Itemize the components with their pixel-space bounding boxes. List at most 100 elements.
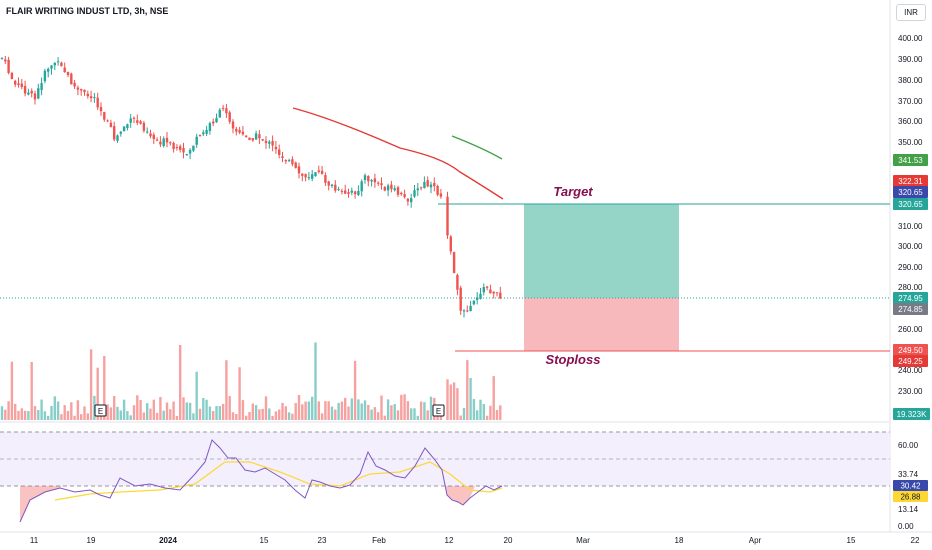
volume-bar [27,411,30,420]
candle-body [485,286,489,288]
candle-body [99,106,103,112]
volume-bar [172,401,175,420]
candle-body [330,184,334,187]
time-tick: Feb [372,536,386,545]
volume-bar [340,401,344,420]
volume-bar [426,410,429,420]
candle-body [499,292,502,299]
volume-bar [37,410,40,420]
volume-bar [344,397,347,420]
time-axis[interactable]: 11 19 2024 15 23 Feb 12 20 Mar 18 Apr 15 22 [30,536,920,545]
volume-bar [106,404,109,420]
volume-bar [327,401,330,420]
candle-body [86,93,89,97]
volume-bar [195,371,198,420]
svg-text:19.323K: 19.323K [897,410,927,419]
candle-body [462,310,466,312]
candle-body [489,289,492,294]
candle-body [403,194,406,198]
candle-body [383,187,386,191]
candle-body [238,129,241,133]
candle-body [142,122,146,131]
volume-bar [367,404,370,420]
price-axis[interactable]: 400.00 390.00 380.00 370.00 360.00 350.00 310.… [898,34,923,396]
candle-body [393,188,396,191]
candle-body [175,147,179,149]
earnings-marker-1[interactable]: E [94,404,107,417]
candle-body [89,96,93,99]
volume-bar [393,404,396,420]
candle-body [433,182,436,187]
symbol-title[interactable]: FLAIR WRITING INDUST LTD, 3h, NSE [6,6,169,16]
volume-bar [416,415,419,420]
badge-rsi: 30.42 [893,480,928,491]
volume-bar [122,399,126,420]
candle-body [274,146,278,150]
candlesticks[interactable] [0,55,502,318]
candle-body [367,176,370,182]
target-zone[interactable] [524,204,679,298]
volume-bar [287,412,291,420]
volume-bar [373,407,377,420]
volume-bar [479,399,482,420]
currency-button[interactable]: INR [896,4,926,21]
candle-body [396,187,400,195]
volume-bar [149,408,152,420]
rsi-axis[interactable]: 60.00 33.74 13.14 0.00 [898,441,919,531]
volume-bar [89,349,93,420]
stoploss-zone[interactable] [524,298,679,351]
svg-text:26.88: 26.88 [900,493,921,502]
candle-body [291,159,294,165]
volume-bar [390,405,393,420]
candle-body [215,118,218,123]
candle-body [436,185,439,195]
volume-bar [63,405,66,420]
volume-bar [103,355,106,420]
candle-body [155,139,159,141]
time-tick: 23 [318,536,327,545]
volume-bar [40,399,43,420]
candle-body [452,252,456,274]
candle-body [297,166,301,174]
price-tick: 350.00 [898,138,923,147]
volume-bar [0,406,4,420]
volume-bar [301,404,304,420]
stoploss-annotation[interactable]: Stoploss [546,352,601,367]
volume-bar [142,412,146,420]
candle-body [360,181,363,192]
volume-bar [86,413,89,420]
volume-bar [83,406,86,420]
target-annotation[interactable]: Target [553,184,593,199]
candle-body [304,174,307,178]
candle-body [258,134,261,139]
svg-text:249.50: 249.50 [898,346,923,355]
volume-bar [126,411,129,420]
volume-bar [456,388,459,420]
volume-bar [472,399,476,420]
earnings-marker-2[interactable]: E [432,404,445,417]
volume-bar [314,342,317,420]
volume-bar [419,401,423,420]
volume-bar [188,402,192,420]
candle-body [50,65,53,69]
candle-body [119,131,122,134]
candle-body [126,124,129,129]
volume-bar [281,402,284,420]
volume-bar [363,400,367,420]
volume-bar [462,407,466,420]
price-tick: 300.00 [898,242,923,251]
volume-bar [175,415,179,420]
volume-bar [152,399,155,420]
time-tick: 22 [911,536,920,545]
candle-body [466,310,469,312]
time-tick: 15 [260,536,269,545]
volume-bar [248,411,251,420]
candle-body [23,85,27,94]
volume-bar [307,401,311,420]
candle-body [449,236,452,252]
candle-body [350,190,353,193]
volume-bar [406,401,410,420]
volume-bar [10,361,14,420]
